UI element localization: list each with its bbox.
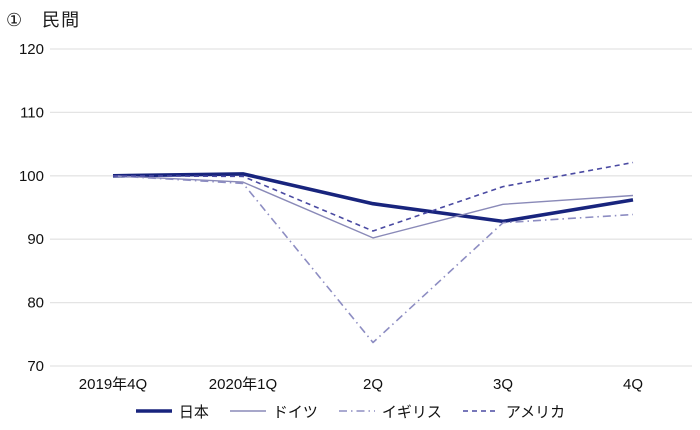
legend-item-uk: イギリス xyxy=(338,401,442,422)
legend-label: 日本 xyxy=(178,403,209,421)
x-tick-label: 3Q xyxy=(493,376,513,393)
series-line-ドイツ xyxy=(112,175,634,239)
chart-legend: 日本 ドイツ イギリス アメリカ xyxy=(0,398,700,424)
usa-line-marker xyxy=(462,407,500,415)
legend-label: イギリス xyxy=(381,403,442,421)
y-tick-label: 90 xyxy=(27,231,44,248)
germany-line-marker xyxy=(229,407,267,415)
legend-item-japan: 日本 xyxy=(135,401,209,422)
y-tick-label: 120 xyxy=(19,41,44,58)
x-tick-label: 2020年1Q xyxy=(209,376,277,393)
y-tick-label: 100 xyxy=(19,168,44,185)
legend-label: ドイツ xyxy=(272,403,318,421)
y-tick-label: 70 xyxy=(27,358,44,375)
series-line-イギリス xyxy=(112,175,634,344)
y-tick-label: 80 xyxy=(27,295,44,312)
x-tick-label: 2Q xyxy=(363,376,383,393)
x-tick-label: 4Q xyxy=(623,376,643,393)
x-tick-label: 2019年4Q xyxy=(79,376,147,393)
legend-item-usa: アメリカ xyxy=(462,401,565,422)
japan-line-marker xyxy=(135,407,173,415)
chart-title: ① 民間 xyxy=(6,10,81,30)
legend-label: アメリカ xyxy=(505,403,566,421)
uk-line-marker xyxy=(338,407,376,415)
series-line-アメリカ xyxy=(112,161,634,232)
legend-item-germany: ドイツ xyxy=(229,401,318,422)
y-tick-label: 110 xyxy=(20,104,44,121)
series-line-日本 xyxy=(112,172,634,224)
